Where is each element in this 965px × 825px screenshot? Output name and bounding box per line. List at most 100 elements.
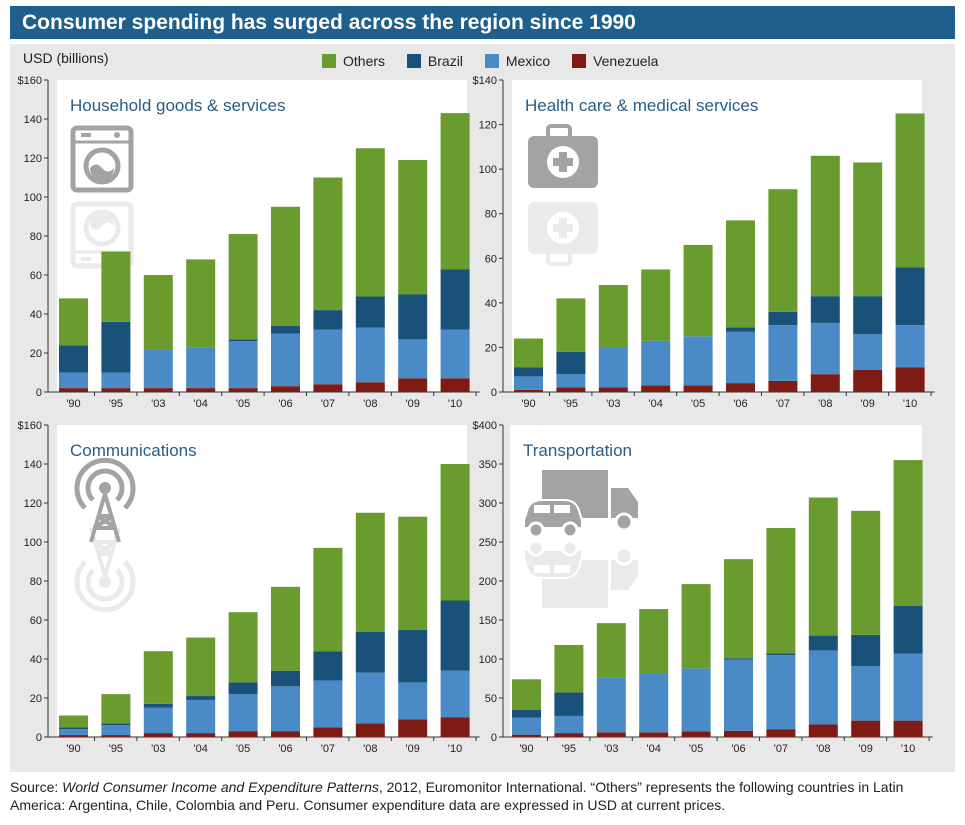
x-tick-label: '90 [519,743,533,755]
bar-venezuela-04 [186,733,216,737]
x-tick-label: '08 [363,398,377,410]
x-tick-label: '04 [194,743,208,755]
bar-venezuela-10 [440,717,470,737]
bar-others-05 [683,244,713,337]
bar-mexico-08 [810,322,840,375]
y-tick-label: 20 [485,342,497,354]
bar-mexico-08 [355,672,385,724]
y-tick-label: $140 [473,75,497,87]
medical-kit-icon [528,124,598,266]
bar-venezuela-90 [514,389,543,392]
y-tick-label: 100 [479,654,497,666]
bar-brazil-10 [895,267,925,326]
bar-others-95 [101,694,131,724]
bar-others-08 [810,155,840,297]
bar-mexico-09 [851,666,881,721]
bar-others-10 [440,464,470,601]
y-tick-label: 100 [24,537,42,549]
bar-brazil-95 [101,723,131,726]
y-tick-label: 250 [479,537,497,549]
x-tick-label: '04 [649,398,663,410]
bar-others-06 [724,559,753,659]
bar-mexico-03 [143,349,173,389]
bar-others-07 [313,547,343,652]
bar-others-95 [101,251,131,322]
legend-label-mexico: Mexico [505,53,551,70]
legend-item-venezuela: Venezuela [572,53,658,69]
bar-others-90 [59,298,88,346]
bar-venezuela-08 [810,374,840,392]
bar-brazil-05 [228,682,258,695]
bar-brazil-90 [514,367,543,377]
bar-brazil-09 [851,634,881,667]
bar-venezuela-90 [59,388,88,392]
bar-others-03 [598,285,628,348]
bar-others-06 [271,586,300,671]
bar-venezuela-06 [271,731,300,737]
bar-brazil-08 [355,296,385,328]
chart-title: Consumer spending has surged across the … [10,6,955,39]
bar-venezuela-03 [598,387,628,392]
bar-brazil-06 [271,325,300,334]
bar-venezuela-05 [683,385,713,392]
source-note: Source: World Consumer Income and Expend… [10,778,955,814]
y-tick-label: 60 [30,270,42,282]
bar-venezuela-06 [726,383,755,392]
bar-brazil-06 [724,658,753,660]
x-tick-label: '03 [151,743,165,755]
bar-brazil-95 [101,321,131,373]
legend-label-brazil: Brazil [427,53,463,70]
y-tick-label: $160 [18,420,42,432]
x-tick-label: '95 [564,398,578,410]
source-publication: World Consumer Income and Expenditure Pa… [62,779,379,795]
y-axis-label: USD (billions) [23,50,109,66]
bar-others-09 [398,516,428,630]
bar-mexico-95 [554,715,584,734]
x-tick-label: '06 [731,743,745,755]
x-tick-label: '95 [109,743,123,755]
bar-venezuela-10 [895,367,925,392]
x-tick-label: '95 [109,398,123,410]
bar-others-05 [228,234,258,340]
panel-title: Transportation [523,441,632,460]
bar-mexico-08 [808,650,838,725]
y-tick-label: 150 [479,615,497,627]
truck-car-icon-reflection [523,539,638,608]
bar-brazil-10 [440,269,470,330]
bar-venezuela-10 [893,720,923,737]
bar-brazil-90 [59,727,88,730]
y-tick-label: 100 [479,164,497,176]
bar-venezuela-95 [101,735,131,737]
y-tick-label: 120 [24,153,42,165]
y-tick-label: 0 [491,387,497,399]
bar-venezuela-09 [851,720,881,737]
chart-communications: Communications 0 20 40 60 80 100 120 140 $160 '90 '… [18,420,480,755]
panel-title: Communications [70,441,197,460]
bar-brazil-06 [726,327,755,332]
y-tick-label: 120 [479,120,497,132]
x-tick-label: '09 [406,398,420,410]
y-tick-label: 140 [24,114,42,126]
bar-mexico-05 [228,694,258,732]
bar-others-08 [355,512,385,632]
bar-venezuela-09 [398,719,428,737]
medical-kit-icon-reflection [528,202,598,266]
bar-others-05 [228,612,258,683]
bar-venezuela-95 [556,387,586,392]
y-tick-label: 20 [30,348,42,360]
bar-others-06 [726,220,755,328]
bar-mexico-10 [440,329,470,379]
truck-car-icon [523,470,638,608]
y-tick-label: 0 [36,387,42,399]
bar-venezuela-06 [724,730,753,737]
x-tick-label: '05 [689,743,703,755]
y-tick-label: 140 [24,459,42,471]
bar-mexico-90 [59,372,88,389]
bar-others-08 [355,148,385,297]
bar-mexico-06 [724,659,753,731]
bar-brazil-08 [355,631,385,673]
bar-others-09 [853,162,883,297]
y-tick-label: $400 [473,420,497,432]
bar-mexico-95 [101,725,131,736]
x-tick-label: '95 [562,743,576,755]
